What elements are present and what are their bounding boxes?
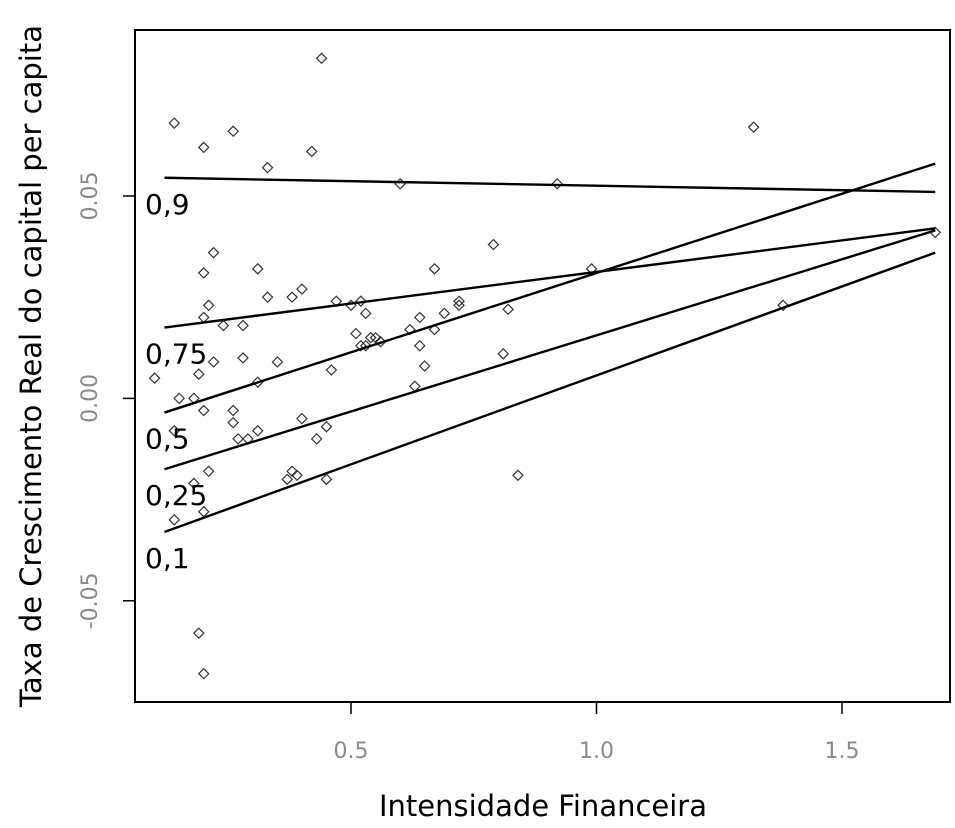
- data-point: [197, 667, 210, 680]
- data-point: [173, 392, 186, 405]
- x-axis: 0.5 1.0 1.5: [334, 702, 859, 764]
- data-point: [438, 307, 451, 320]
- data-point: [369, 331, 382, 344]
- data-point: [394, 177, 406, 190]
- data-point: [777, 299, 789, 312]
- x-tick-label: 0.5: [334, 739, 369, 764]
- x-tick-label: 1.0: [579, 739, 614, 764]
- data-point: [281, 473, 294, 486]
- data-point: [359, 307, 372, 320]
- data-point: [404, 323, 416, 336]
- data-point: [296, 283, 308, 295]
- data-points: [148, 52, 942, 680]
- data-point: [197, 404, 210, 417]
- data-point: [354, 339, 367, 352]
- quantile-line: [164, 162, 936, 414]
- data-point: [227, 416, 240, 429]
- data-point: [453, 299, 465, 312]
- data-point: [374, 335, 387, 348]
- data-point: [148, 372, 161, 384]
- data-point: [320, 473, 333, 486]
- y-tick-label: -0.05: [78, 572, 103, 629]
- data-point: [320, 420, 333, 433]
- quantile-label: 0,75: [145, 338, 207, 371]
- data-point: [192, 627, 205, 640]
- data-point: [359, 339, 372, 352]
- quantile-line: [164, 229, 936, 471]
- x-tick-label: 1.5: [824, 739, 859, 764]
- data-point: [217, 319, 230, 332]
- data-point: [237, 319, 249, 332]
- quantile-line: [164, 251, 936, 534]
- quantile-label: 0,9: [145, 188, 190, 221]
- data-point: [207, 356, 220, 368]
- data-point: [453, 295, 465, 308]
- data-point: [271, 356, 284, 368]
- data-point: [350, 327, 362, 340]
- data-point: [192, 368, 205, 380]
- data-point: [497, 348, 510, 360]
- data-point: [291, 469, 303, 482]
- data-point: [428, 323, 441, 336]
- data-point: [286, 465, 298, 478]
- data-point: [551, 177, 564, 190]
- data-point: [251, 424, 264, 437]
- data-point: [202, 465, 215, 478]
- quantile-label: 0,1: [145, 542, 190, 575]
- x-axis-title: Intensidade Financeira: [379, 789, 707, 823]
- data-point: [310, 433, 323, 445]
- data-point: [305, 145, 318, 158]
- quantile-lines: [164, 162, 936, 534]
- data-point: [325, 364, 338, 376]
- data-point: [502, 303, 514, 316]
- y-axis: -0.05 0.00 0.05: [78, 171, 135, 629]
- y-axis-title: Taxa de Crescimento Real do capital per …: [14, 25, 48, 708]
- data-point: [413, 311, 426, 324]
- data-point: [428, 262, 441, 275]
- quantile-label: 0,5: [145, 423, 190, 456]
- data-point: [168, 424, 181, 437]
- quantile-labels: 0,9 0,75 0,5 0,25 0,1: [145, 188, 207, 575]
- data-point: [345, 299, 357, 312]
- data-point: [487, 238, 500, 251]
- data-point: [261, 291, 274, 304]
- data-point: [286, 291, 298, 304]
- data-point: [251, 262, 264, 275]
- data-point: [296, 412, 308, 425]
- quantile-line: [164, 227, 936, 329]
- data-point: [168, 513, 181, 526]
- quantile-label: 0,25: [145, 479, 207, 512]
- data-point: [207, 246, 220, 259]
- data-point: [364, 331, 377, 344]
- quantile-line: [164, 176, 936, 194]
- data-point: [747, 121, 760, 134]
- data-point: [418, 360, 431, 372]
- plot-frame: [134, 29, 951, 703]
- data-point: [413, 339, 426, 352]
- y-tick-label: 0.05: [78, 171, 103, 220]
- data-point: [197, 267, 210, 279]
- data-point: [188, 477, 200, 490]
- data-point: [227, 404, 240, 417]
- data-point: [237, 352, 249, 364]
- data-point: [202, 299, 215, 312]
- data-point: [168, 117, 181, 129]
- y-tick-label: 0.00: [78, 374, 103, 423]
- data-point: [512, 469, 524, 482]
- data-point: [197, 141, 210, 154]
- data-point: [354, 295, 367, 308]
- data-point: [232, 433, 244, 445]
- data-point: [261, 161, 274, 174]
- data-point: [315, 52, 328, 65]
- data-point: [227, 125, 240, 138]
